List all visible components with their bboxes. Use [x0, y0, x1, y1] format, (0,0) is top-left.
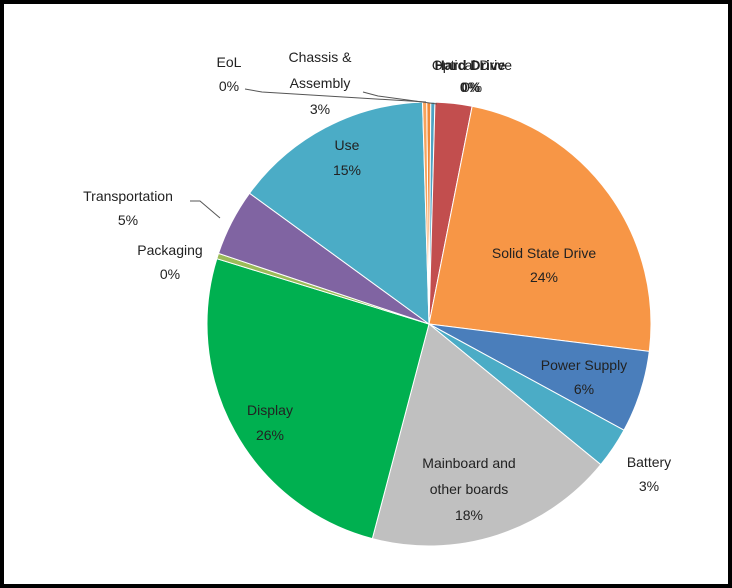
data-label-value-solid-state-drive: 24% [530, 269, 558, 285]
data-label-name-packaging: Packaging [137, 242, 202, 258]
data-label-name-hard-drive: Hard Drive [435, 57, 506, 73]
data-label-value-chassis-assembly: 3% [310, 101, 330, 117]
data-label-value-power-supply: 6% [574, 381, 594, 397]
data-label-value-transportation: 5% [118, 212, 138, 228]
pie-slice-use [248, 101, 430, 326]
data-label-value-mainboard-and-other-boards: 18% [455, 507, 483, 523]
pie-slice-display [206, 258, 430, 540]
data-label-name-eol: EoL [217, 54, 242, 70]
data-label-name-solid-state-drive: Solid State Drive [492, 245, 596, 261]
data-label-name-power-supply: Power Supply [541, 357, 627, 373]
data-label-name-use: Use [335, 137, 360, 153]
data-label-value-optical-drive: 0% [462, 79, 482, 95]
pie-slice-mainboard-and-other-boards [371, 323, 602, 547]
data-label-name-display: Display [247, 402, 293, 418]
data-label-name-mainboard-and-other-boards: Mainboard and [422, 455, 515, 471]
pie-slice-solid-state-drive [428, 105, 652, 352]
data-label-name-battery: Battery [627, 454, 671, 470]
data-label-value-hard-drive: 0% [460, 79, 481, 95]
data-label-value-display: 26% [256, 427, 284, 443]
data-label-value-use: 15% [333, 162, 361, 178]
leader-line-eol [244, 88, 427, 103]
data-label-value-packaging: 0% [160, 266, 180, 282]
data-label-name-mainboard-and-other-boards: other boards [430, 481, 509, 497]
data-label-name-chassis-assembly: Chassis & [288, 49, 352, 65]
data-label-name-chassis-assembly: Assembly [290, 75, 351, 91]
data-label-name-optical-drive: Optical Drive [432, 57, 512, 73]
data-label-name-transportation: Transportation [83, 188, 173, 204]
leader-line-transportation [190, 200, 221, 219]
data-label-value-battery: 3% [639, 478, 659, 494]
data-label-value-eol: 0% [219, 78, 239, 94]
